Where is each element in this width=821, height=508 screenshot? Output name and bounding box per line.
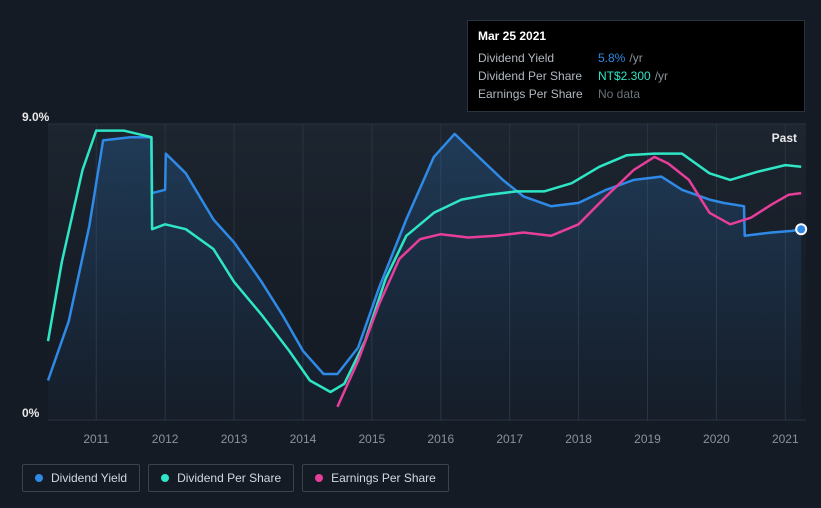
x-tick-label: 2013 [221,432,248,446]
x-tick-label: 2012 [152,432,179,446]
tooltip-row-label: Dividend Per Share [478,69,598,83]
tooltip-row-value: 5.8%/yr [598,51,794,65]
x-tick-label: 2014 [290,432,317,446]
tooltip-row: Dividend Per ShareNT$2.300/yr [478,67,794,85]
legend-item-dividend_per_share[interactable]: Dividend Per Share [148,464,294,492]
x-tick-label: 2020 [703,432,730,446]
legend-label: Dividend Yield [51,471,127,485]
tooltip-row-label: Earnings Per Share [478,87,598,101]
x-tick-label: 2016 [427,432,454,446]
x-tick-label: 2017 [496,432,523,446]
legend-item-dividend_yield[interactable]: Dividend Yield [22,464,140,492]
legend-item-earnings_per_share[interactable]: Earnings Per Share [302,464,449,492]
dividend-chart: Past 9.0% 0% 2011 2012 2013 2014 2015 2016 2017… [0,0,821,508]
legend-label: Dividend Per Share [177,471,281,485]
tooltip-row-value: NT$2.300/yr [598,69,794,83]
tooltip-row-label: Dividend Yield [478,51,598,65]
tooltip-row-suffix: /yr [655,69,668,83]
tooltip-date: Mar 25 2021 [478,29,794,43]
x-tick-label: 2019 [634,432,661,446]
hover-marker [796,224,806,234]
tooltip-row: Dividend Yield5.8%/yr [478,49,794,67]
chart-tooltip: Mar 25 2021 Dividend Yield5.8%/yrDividen… [467,20,805,112]
x-tick-label: 2021 [772,432,799,446]
legend-swatch [315,474,323,482]
chart-legend: Dividend Yield Dividend Per Share Earnings… [22,464,449,492]
x-tick-label: 2018 [565,432,592,446]
tooltip-row-value: No data [598,87,794,101]
legend-swatch [35,474,43,482]
legend-swatch [161,474,169,482]
y-tick-label: 9.0% [22,110,49,124]
y-tick-label: 0% [22,406,39,420]
tooltip-row: Earnings Per ShareNo data [478,85,794,103]
legend-label: Earnings Per Share [331,471,436,485]
x-tick-label: 2015 [359,432,386,446]
x-tick-label: 2011 [83,432,109,446]
tooltip-row-suffix: /yr [629,51,642,65]
past-label: Past [772,131,797,145]
